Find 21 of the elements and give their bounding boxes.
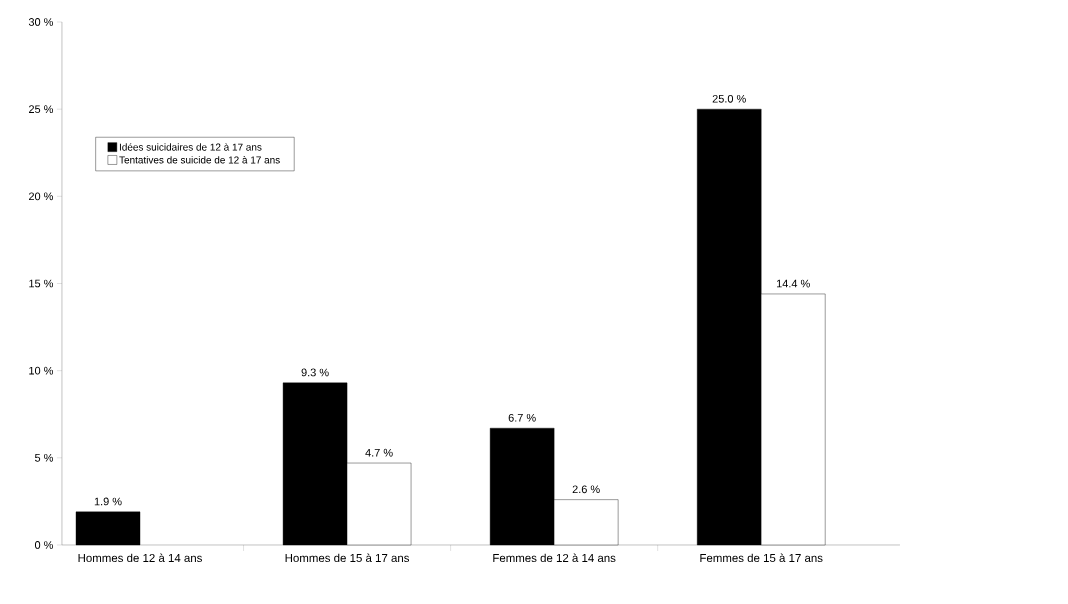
data-label: 4.7 % <box>365 448 393 457</box>
data-label: 25.0 % <box>712 94 746 103</box>
y-tick-label: 25 % <box>28 105 54 114</box>
x-tick-label: Femmes de 12 à 14 ans <box>493 553 616 563</box>
y-tick-label: 30 % <box>28 18 54 26</box>
x-tick-label: Femmes de 15 à 17 ans <box>700 553 823 563</box>
data-label: 6.7 % <box>508 413 536 422</box>
legend-label: Tentatives de suicide de 12 à 17 ans <box>119 156 280 164</box>
legend-label: Idées suicidaires de 12 à 17 ans <box>119 143 262 151</box>
x-tick-label: Hommes de 12 à 14 ans <box>78 553 202 563</box>
y-tick-label: 15 % <box>29 279 54 288</box>
y-tick-label: 10 % <box>29 366 54 375</box>
data-label: 2.6 % <box>572 485 600 494</box>
data-label: 1.9 % <box>94 497 122 506</box>
bar <box>75 511 141 546</box>
data-label: 9.3 % <box>301 368 329 377</box>
y-tick-label: 0 % <box>34 541 54 549</box>
x-tick-label: Hommes de 15 à 17 ans <box>285 553 410 563</box>
y-tick-label: 5 % <box>34 453 54 462</box>
y-tick-label: 20 % <box>28 192 54 201</box>
data-label: 14.4 % <box>776 279 810 288</box>
